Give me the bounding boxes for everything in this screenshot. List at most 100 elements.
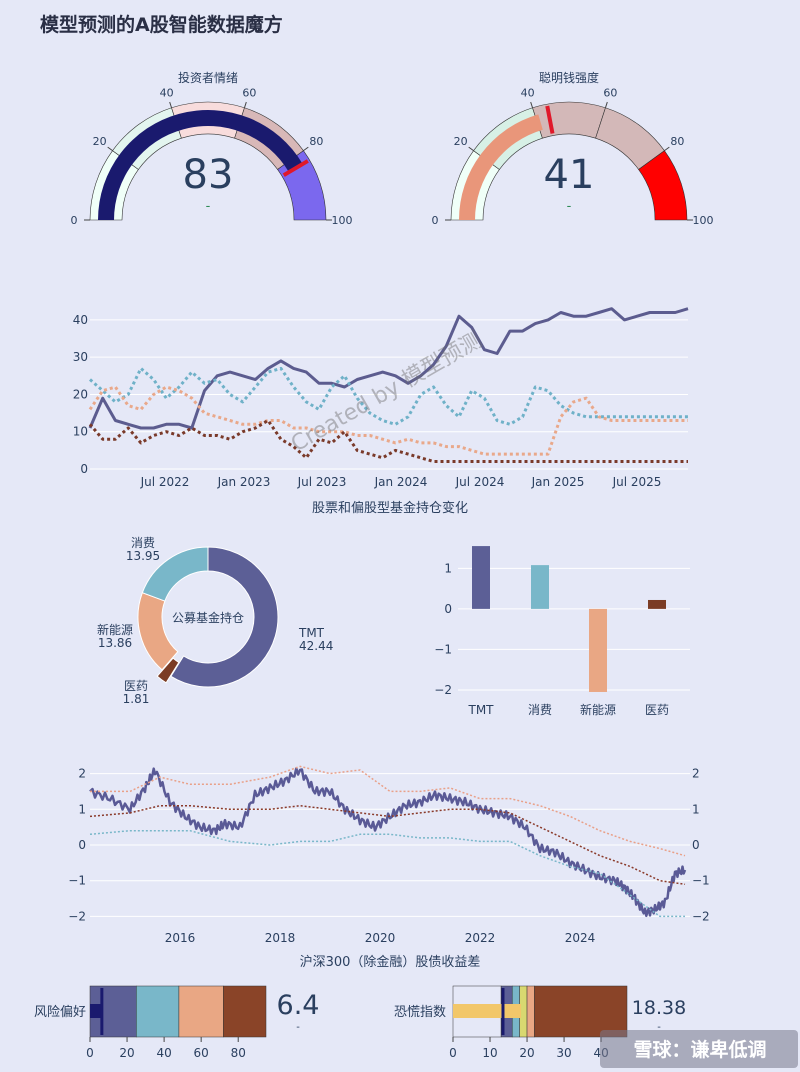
gauge-smartmoney-tick-label: 40 [521, 87, 535, 100]
bullet-fear-tick-label: 0 [449, 1046, 457, 1060]
gauge-smartmoney-tick-label: 60 [603, 87, 617, 100]
gauge-smartmoney-delta: - [567, 199, 572, 214]
bullet-risk: 风险偏好 0 20 40 60 80 6.4- [34, 985, 319, 1060]
bar-chart: 1 0 −1 −2 TMT 消费 新能源 医药 [434, 546, 690, 717]
spread-series-1 [90, 765, 686, 857]
holdings-x-tick: Jul 2023 [297, 475, 347, 489]
spread-y2-tick: 2 [692, 767, 700, 781]
bar-category-label: TMT [467, 703, 494, 717]
gauge-smartmoney-threshold [545, 105, 555, 134]
spread-y-tick: 0 [78, 838, 86, 852]
gauge-sentiment-tick-mark [107, 146, 113, 152]
gauge-sentiment-tick-mark [243, 101, 247, 108]
holdings-x-tick: Jul 2024 [455, 475, 505, 489]
spread-y-tick: −1 [68, 874, 86, 888]
bullet-risk-step [178, 985, 224, 1038]
spread-y-tick: −2 [68, 909, 86, 923]
bullet-fear-delta: - [657, 1022, 661, 1033]
holdings-y-tick: 40 [73, 313, 88, 327]
holdings-x-tick: Jan 2024 [374, 475, 428, 489]
spread-y2-tick: 1 [692, 802, 700, 816]
gauge-smartmoney-step-2 [532, 101, 606, 139]
spread-x-tick: 2016 [165, 931, 196, 945]
bullet-fear-label: 恐慌指数 [394, 1005, 446, 1020]
holdings-x-tick: Jan 2023 [217, 475, 271, 489]
gauge-smartmoney-tick-mark [468, 146, 474, 152]
page-title: 模型预测的A股智能数据魔方 [40, 14, 283, 36]
gauge-smartmoney-value-bar [459, 114, 543, 220]
gauge-sentiment-tick-label: 20 [93, 135, 107, 148]
gauge-sentiment-delta: - [206, 199, 211, 214]
gauge-sentiment-title: 投资者情绪 [178, 70, 238, 85]
spread-y-tick: 1 [78, 802, 86, 816]
bullet-risk-tick-label: 40 [156, 1046, 171, 1060]
brand-badge [600, 1030, 798, 1068]
bullet-risk-tick-label: 80 [231, 1046, 246, 1060]
holdings-chart: 0 10 20 30 40 Jul 2022 Jan 2023 Jul 2023 Jan 202… [73, 307, 689, 516]
bullet-risk-tick-label: 0 [86, 1046, 94, 1060]
bullet-risk-tick-label: 20 [119, 1046, 134, 1060]
gauge-smartmoney-tick-label: 20 [454, 135, 468, 148]
watermark: Created by 模型预测 [287, 328, 487, 458]
gauge-smartmoney-tick-mark [664, 146, 670, 152]
bullet-risk-delta: - [296, 1022, 300, 1033]
bullet-risk-tick-label: 60 [194, 1046, 209, 1060]
spread-x-tick: 2018 [265, 931, 296, 945]
holdings-series-1 [89, 366, 688, 426]
gauge-smartmoney-tick-label: 100 [693, 214, 714, 227]
holdings-y-tick: 0 [80, 462, 88, 476]
holdings-y-tick: 10 [73, 425, 88, 439]
donut-slice-label: 消费 [131, 536, 155, 550]
donut-slice-label: TMT [298, 626, 325, 640]
bar-category-label: 消费 [528, 703, 552, 717]
donut-slice [156, 657, 180, 684]
bullet-risk-step [223, 985, 267, 1038]
gauge-sentiment-tick-label: 60 [242, 87, 256, 100]
bar-2 [589, 608, 607, 692]
holdings-y-tick: 20 [73, 387, 88, 401]
bullet-risk-step [136, 985, 180, 1038]
donut-slice-label: 医药 [124, 679, 148, 693]
donut-slice [170, 546, 279, 688]
spread-y2-tick: 0 [692, 838, 700, 852]
gauge-smartmoney: 聪明钱强度 0 20 40 60 80 100 41- [432, 70, 714, 227]
donut-slice-label: 新能源 [97, 622, 133, 637]
spread-y2-tick: −2 [692, 909, 710, 923]
gauge-sentiment-tick-mark [303, 146, 309, 152]
bar-0 [472, 546, 490, 609]
gauge-sentiment-value: 83 [183, 152, 234, 198]
donut-slice-value: 1.81 [123, 692, 150, 706]
bullet-fear-step [526, 985, 535, 1038]
bar-y-tick: −2 [434, 683, 452, 697]
bullet-fear-value-bar [453, 1004, 522, 1018]
bullet-fear-tick-label: 30 [556, 1046, 571, 1060]
holdings-y-tick: 30 [73, 350, 88, 364]
bar-category-label: 新能源 [580, 702, 616, 717]
spread-series-3 [89, 829, 685, 918]
bullet-fear-tick-label: 20 [519, 1046, 534, 1060]
gauge-smartmoney-title: 聪明钱强度 [539, 70, 599, 85]
bullet-fear-step [534, 985, 628, 1038]
gauge-sentiment-tick-label: 0 [71, 214, 78, 227]
bar-y-tick: −1 [434, 642, 452, 656]
donut-slice [137, 592, 179, 671]
bullet-fear: 恐慌指数01020304018.38- [394, 985, 686, 1060]
bullet-fear-tick-label: 10 [482, 1046, 497, 1060]
spread-series-2 [89, 804, 686, 886]
bullet-risk-label: 风险偏好 [34, 1005, 86, 1020]
holdings-x-tick: Jul 2022 [140, 475, 190, 489]
spread-x-tick: 2024 [565, 931, 596, 945]
donut-slice [141, 546, 209, 602]
donut-slice-value: 13.86 [98, 636, 132, 650]
holdings-series-2 [88, 385, 688, 456]
gauge-smartmoney-tick-mark [604, 101, 608, 108]
holdings-series-3 [88, 419, 688, 463]
bar-3 [648, 599, 666, 609]
gauge-sentiment-tick-label: 40 [160, 87, 174, 100]
brand-text: 雪球：谦卑低调 [633, 1038, 766, 1061]
holdings-x-tick: Jul 2025 [612, 475, 662, 489]
gauge-sentiment-threshold [282, 159, 309, 177]
gauge-sentiment-value-bar [98, 110, 303, 220]
